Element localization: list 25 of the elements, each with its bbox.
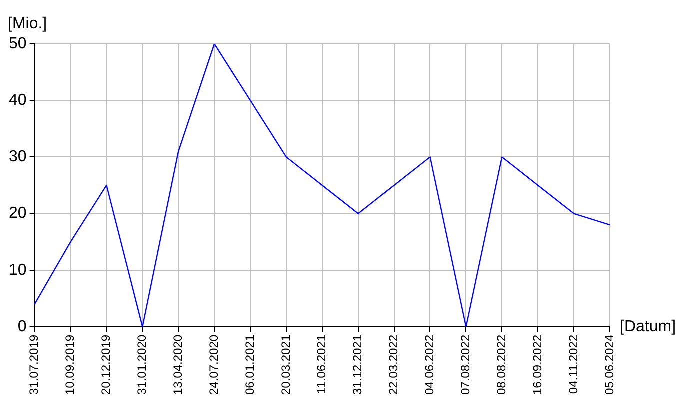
- x-axis-title: [Datum]: [620, 318, 676, 336]
- x-tick-label: 07.08.2022: [458, 334, 473, 396]
- x-tick-label: 05.06.2024: [602, 334, 616, 396]
- x-tick-label: 22.03.2022: [386, 334, 401, 396]
- y-tick-label: 10: [9, 262, 27, 279]
- x-tick-label: 20.03.2021: [278, 334, 293, 396]
- x-tick-label: 13.04.2020: [170, 334, 185, 396]
- x-tick-label: 08.08.2022: [494, 334, 508, 396]
- x-tick-label: 31.01.2020: [134, 334, 149, 396]
- y-tick-label: 50: [9, 35, 27, 52]
- x-tick-label: 04.11.2022: [566, 334, 580, 394]
- x-tick-label: 04.06.2022: [422, 334, 437, 396]
- y-tick-label: 40: [9, 92, 27, 109]
- x-tick-label: 31.12.2021: [350, 334, 365, 396]
- y-tick-label: 0: [18, 318, 27, 336]
- x-tick-label: 16.09.2022: [530, 334, 544, 396]
- y-axis-title: [Mio.]: [8, 15, 48, 32]
- y-tick-label: 30: [9, 148, 27, 166]
- x-tick-label: 11.06.2021: [314, 334, 329, 394]
- x-tick-label: 20.12.2019: [99, 334, 114, 396]
- y-tick-label: 20: [9, 205, 27, 222]
- x-tick-label: 31.07.2019: [27, 334, 42, 396]
- x-tick-label: 10.09.2019: [63, 334, 78, 396]
- x-tick-label: 06.01.2021: [242, 334, 257, 396]
- x-tick-label: 24.07.2020: [206, 334, 221, 396]
